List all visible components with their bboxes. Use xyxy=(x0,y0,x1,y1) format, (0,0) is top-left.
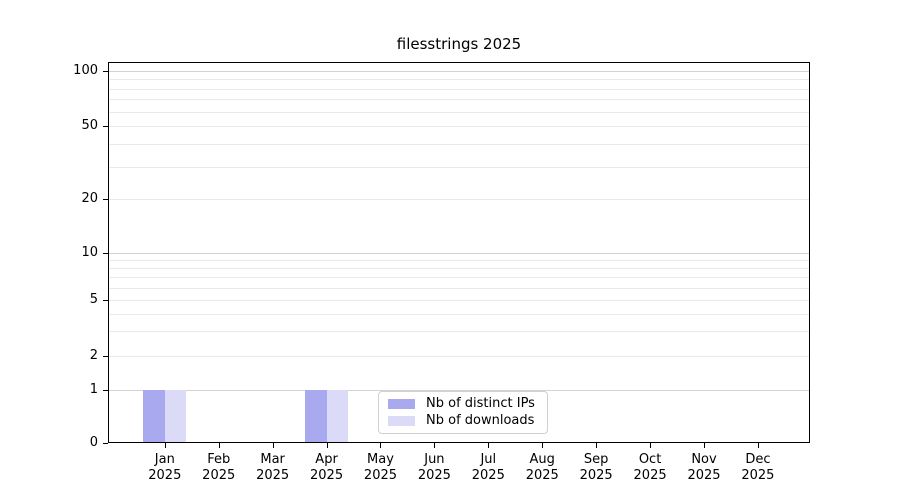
y-tick-label: 0 xyxy=(89,435,98,450)
y-gridline xyxy=(109,287,809,289)
y-gridline xyxy=(109,71,809,72)
y-tick-label: 50 xyxy=(81,118,98,133)
legend-swatch-downloads xyxy=(388,416,415,427)
bar-distinct-ips-apr xyxy=(305,390,327,442)
legend-item-distinct-ips: Nb of distinct IPs xyxy=(388,396,538,412)
x-tick-label: Feb 2025 xyxy=(202,452,236,483)
y-tick xyxy=(103,252,108,254)
y-tick xyxy=(103,299,108,301)
y-tick-label: 2 xyxy=(89,348,98,363)
bar-downloads-apr xyxy=(326,390,349,442)
y-gridline xyxy=(109,166,809,168)
x-tick xyxy=(272,443,274,448)
y-tick xyxy=(103,442,108,444)
y-gridline xyxy=(109,88,809,90)
legend-label-distinct-ips: Nb of distinct IPs xyxy=(426,395,535,411)
legend: Nb of distinct IPs Nb of downloads xyxy=(378,391,548,434)
legend-swatch-distinct-ips xyxy=(388,398,415,409)
x-tick xyxy=(164,443,166,448)
y-gridline xyxy=(109,331,809,333)
y-gridline xyxy=(109,356,809,357)
y-tick xyxy=(103,198,108,200)
y-tick-label: 1 xyxy=(89,382,98,397)
y-gridline xyxy=(109,143,809,145)
x-tick xyxy=(757,443,759,448)
y-gridline xyxy=(109,390,809,391)
y-gridline xyxy=(109,99,809,101)
x-tick-label: Jul 2025 xyxy=(471,452,505,483)
y-gridline xyxy=(109,199,809,200)
x-tick xyxy=(650,443,652,448)
y-tick xyxy=(103,389,108,391)
x-tick xyxy=(704,443,705,448)
y-tick-label: 100 xyxy=(73,63,98,78)
x-tick-label: Dec 2025 xyxy=(741,452,775,483)
y-gridline xyxy=(109,277,809,279)
x-tick xyxy=(218,443,220,448)
y-tick xyxy=(103,355,108,357)
y-gridline xyxy=(109,111,809,113)
x-tick xyxy=(542,443,544,448)
x-tick-label: Jun 2025 xyxy=(417,452,451,483)
y-gridline xyxy=(109,126,809,127)
x-tick-label: Nov 2025 xyxy=(687,452,721,483)
x-tick xyxy=(326,443,328,448)
x-tick-label: May 2025 xyxy=(363,452,398,483)
bar-distinct-ips-jan xyxy=(143,390,165,442)
y-gridline xyxy=(109,300,809,301)
y-tick-label: 5 xyxy=(89,292,98,307)
y-tick xyxy=(103,125,108,127)
plot-area xyxy=(108,62,810,443)
y-gridline xyxy=(109,313,809,315)
y-gridline xyxy=(109,253,809,254)
x-tick-label: Aug 2025 xyxy=(525,452,559,483)
legend-item-downloads: Nb of downloads xyxy=(388,413,538,429)
x-tick-label: Oct 2025 xyxy=(633,452,667,483)
x-tick xyxy=(434,443,436,448)
y-tick-label: 20 xyxy=(81,191,98,206)
x-tick-label: Mar 2025 xyxy=(256,452,290,483)
x-tick xyxy=(488,443,490,448)
y-gridline xyxy=(109,79,809,81)
y-gridline xyxy=(109,268,809,270)
legend-label-downloads: Nb of downloads xyxy=(426,413,535,429)
x-tick xyxy=(380,443,382,448)
y-gridline xyxy=(109,260,809,262)
y-tick xyxy=(103,70,108,72)
chart-title: filesstrings 2025 xyxy=(396,35,522,53)
y-tick-label: 10 xyxy=(81,245,98,260)
x-tick xyxy=(596,443,598,448)
bar-downloads-jan xyxy=(164,390,187,442)
x-tick-label: Jan 2025 xyxy=(148,452,182,483)
x-tick-label: Apr 2025 xyxy=(310,452,344,483)
x-tick-label: Sep 2025 xyxy=(579,452,613,483)
